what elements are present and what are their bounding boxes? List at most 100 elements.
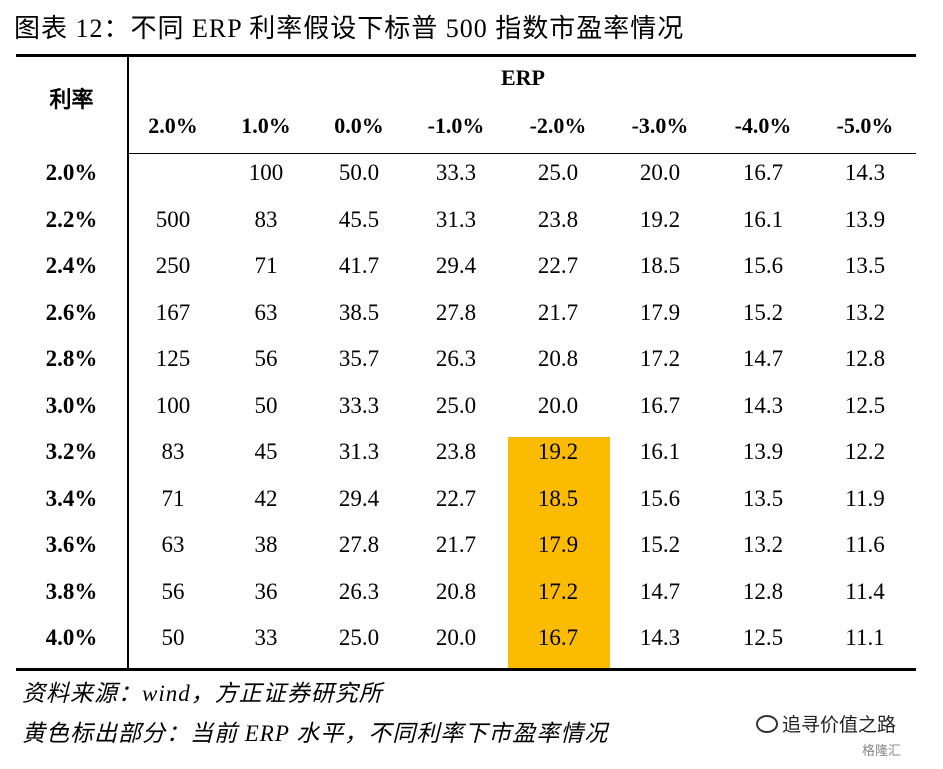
table-cell: 27.8 (435, 299, 477, 325)
table-cell: 56 (254, 346, 278, 371)
table-cell: 16.1 (742, 206, 784, 232)
table-cell: 63 (254, 299, 278, 325)
table-top-rule (16, 54, 916, 57)
table-cell: 12.2 (844, 439, 886, 464)
table-header-rule (129, 153, 916, 154)
table-cell: 100 (248, 160, 284, 185)
table-cell: 13.5 (742, 485, 784, 511)
source-note: 资料来源：wind，方正证券研究所 (22, 681, 383, 706)
table-cell: 16.7 (639, 392, 681, 418)
row-header-rate: 2.8% (45, 346, 98, 371)
table-cell: 35.7 (338, 346, 380, 371)
table-cell: 13.5 (844, 253, 886, 278)
row-header-rate: 2.6% (45, 299, 98, 325)
watermark-brand: 格隆汇 (862, 744, 902, 759)
table-cell: 12.5 (844, 392, 886, 418)
table-cell: 18.5 (537, 485, 579, 511)
table-cell: 20.0 (537, 392, 579, 418)
table-cell: 36 (254, 578, 278, 604)
table-cell: 22.7 (537, 253, 579, 278)
erp-group-header: ERP (501, 65, 545, 90)
column-header: 0.0% (334, 113, 384, 138)
chart-title: 图表 12：不同 ERP 利率假设下标普 500 指数市盈率情况 (14, 14, 685, 43)
column-header: -3.0% (631, 113, 689, 138)
watermark: 追寻价值之路 (756, 712, 896, 738)
table-cell: 41.7 (338, 253, 380, 278)
table-cell: 25.0 (435, 392, 477, 418)
table-cell: 15.6 (639, 485, 681, 511)
row-header-rate: 2.4% (45, 253, 98, 278)
table-cell: 14.3 (639, 625, 681, 650)
table-cell: 11.4 (845, 578, 885, 604)
table-cell: 33.3 (338, 392, 380, 418)
table-cell: 11.9 (845, 485, 885, 511)
table-cell: 17.9 (537, 532, 579, 557)
table-cell: 13.9 (742, 439, 784, 464)
table-cell: 83 (161, 439, 185, 464)
table-cell: 14.3 (844, 160, 886, 185)
table-cell: 250 (155, 253, 191, 278)
table-cell: 20.8 (435, 578, 477, 604)
table-cell: 13.2 (742, 532, 784, 557)
table-cell: 167 (155, 299, 191, 325)
table-cell: 21.7 (435, 532, 477, 557)
table-cell: 50.0 (338, 160, 380, 185)
table-cell: 18.5 (639, 253, 681, 278)
table-cell: 14.3 (742, 392, 784, 418)
table-cell: 11.6 (845, 532, 885, 557)
row-header-rate: 2.2% (45, 206, 98, 232)
table-cell: 16.1 (639, 439, 681, 464)
table-cell: 500 (155, 206, 191, 232)
table-cell: 71 (254, 253, 278, 278)
table-cell: 14.7 (742, 346, 784, 371)
row-header-rate: 3.0% (45, 392, 98, 418)
highlight-note: 黄色标出部分：当前 ERP 水平，不同利率下市盈率情况 (22, 721, 609, 746)
row-header-rate: 3.6% (45, 532, 98, 557)
table-cell: 20.0 (639, 160, 681, 185)
table-cell: 63 (161, 532, 185, 557)
column-header: -1.0% (427, 113, 485, 138)
column-header: -2.0% (529, 113, 587, 138)
table-cell: 13.9 (844, 206, 886, 232)
highlight-block (508, 437, 610, 668)
table-cell: 17.2 (639, 346, 681, 371)
column-header: 2.0% (148, 113, 198, 138)
table-cell: 33.3 (435, 160, 477, 185)
table-cell: 45 (254, 439, 278, 464)
table-cell: 25.0 (537, 160, 579, 185)
table-cell: 15.2 (639, 532, 681, 557)
table-row-header-divider (127, 57, 129, 668)
table-cell: 29.4 (338, 485, 380, 511)
table-cell: 71 (161, 485, 185, 511)
table-cell: 83 (254, 206, 278, 232)
table-cell: 42 (254, 485, 278, 511)
table-cell: 38.5 (338, 299, 380, 325)
table-cell: 13.2 (844, 299, 886, 325)
table-cell: 16.7 (537, 625, 579, 650)
table-cell: 19.2 (639, 206, 681, 232)
table-cell: 26.3 (338, 578, 380, 604)
table-cell: 16.7 (742, 160, 784, 185)
table-cell: 26.3 (435, 346, 477, 371)
table-cell: 14.7 (639, 578, 681, 604)
table-cell: 12.5 (742, 625, 784, 650)
table-cell: 45.5 (338, 206, 380, 232)
table-cell: 125 (155, 346, 191, 371)
column-header: 1.0% (241, 113, 291, 138)
table-cell: 29.4 (435, 253, 477, 278)
table-cell: 50 (161, 625, 185, 650)
table-cell: 12.8 (844, 346, 886, 371)
table-cell: 25.0 (338, 625, 380, 650)
table-cell: 27.8 (338, 532, 380, 557)
table-cell: 50 (254, 392, 278, 418)
table-cell: 15.2 (742, 299, 784, 325)
row-header-rate: 3.2% (45, 439, 98, 464)
wechat-icon (756, 714, 778, 733)
table-cell: 100 (155, 392, 191, 418)
row-header-rate: 3.4% (45, 485, 98, 511)
table-cell: 23.8 (537, 206, 579, 232)
table-cell: 19.2 (537, 439, 579, 464)
table-cell: 12.8 (742, 578, 784, 604)
table-cell: 17.9 (639, 299, 681, 325)
table-cell: 38 (254, 532, 278, 557)
